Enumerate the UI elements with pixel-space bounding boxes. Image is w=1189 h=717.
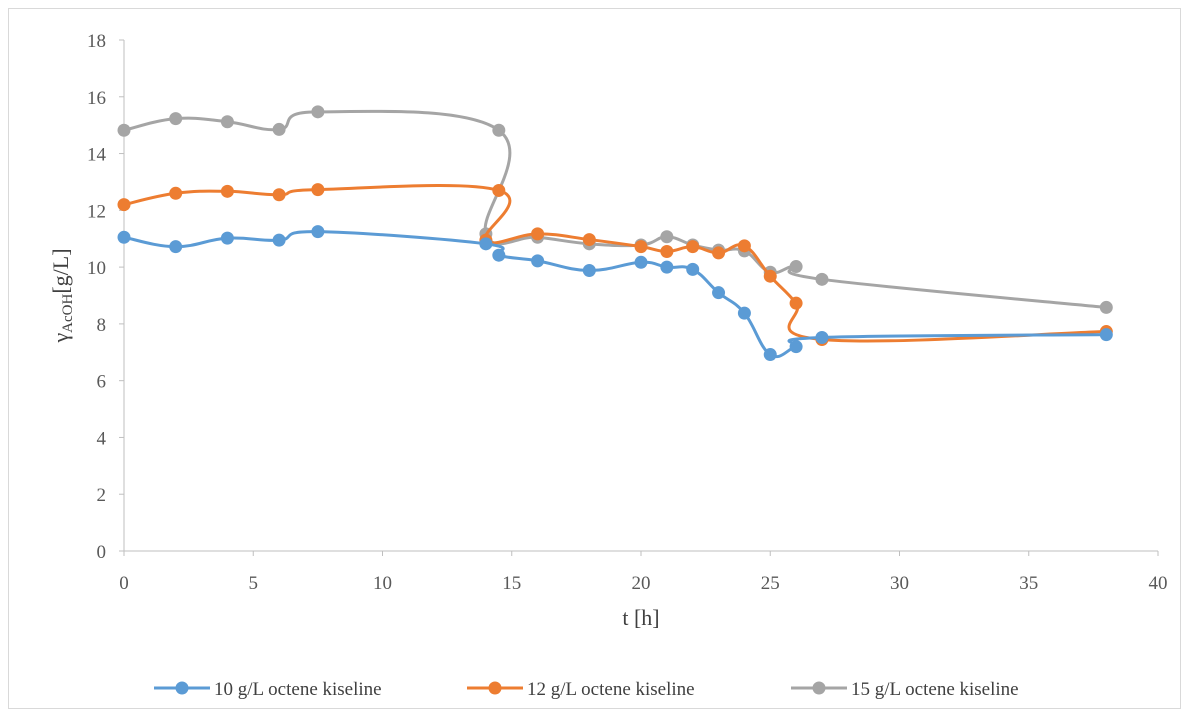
data-point <box>117 123 131 137</box>
data-point <box>1099 328 1113 342</box>
data-point <box>492 123 506 137</box>
svg-text:γAcOH[g/L]: γAcOH[g/L] <box>48 248 76 343</box>
data-point <box>634 255 648 269</box>
legend-swatch-marker <box>488 681 502 695</box>
x-axis-title: t [h] <box>622 605 659 630</box>
x-tick-label: 15 <box>502 573 521 594</box>
y-tick-label: 14 <box>87 145 107 166</box>
data-point <box>311 105 325 119</box>
legend: 10 g/L octene kiseline 12 g/L octene kise… <box>154 679 1019 700</box>
data-point <box>634 240 648 254</box>
x-tick-label: 40 <box>1149 573 1168 594</box>
x-tick-label: 0 <box>119 573 129 594</box>
data-point <box>737 239 751 253</box>
y-tick-label: 8 <box>97 315 107 336</box>
data-point <box>531 254 545 268</box>
y-tick-label: 6 <box>97 372 107 393</box>
data-point <box>737 306 751 320</box>
legend-label: 15 g/L octene kiseline <box>851 679 1019 700</box>
legend-label: 12 g/L octene kiseline <box>527 679 695 700</box>
x-tick-label: 25 <box>761 573 780 594</box>
legend-item-3: 15 g/L octene kiseline <box>791 679 1019 700</box>
data-point <box>220 184 234 198</box>
data-point <box>660 244 674 258</box>
legend-item-2: 12 g/L octene kiseline <box>467 679 695 700</box>
x-tick-label: 30 <box>890 573 909 594</box>
data-point <box>582 264 596 278</box>
series-3 <box>117 105 1113 314</box>
data-point <box>311 183 325 197</box>
data-point <box>582 233 596 247</box>
chart-frame <box>8 8 1181 709</box>
data-point <box>1099 300 1113 314</box>
y-axis-title-symbol: γ <box>48 333 73 344</box>
data-point <box>117 198 131 212</box>
data-point <box>712 246 726 260</box>
data-point <box>686 262 700 276</box>
y-tick-label: 4 <box>97 428 107 449</box>
data-point <box>272 188 286 202</box>
x-tick-label: 20 <box>632 573 651 594</box>
data-point <box>220 115 234 129</box>
data-point <box>815 331 829 345</box>
legend-label: 10 g/L octene kiseline <box>214 679 382 700</box>
data-point <box>272 233 286 247</box>
data-point <box>686 240 700 254</box>
axes: 0 2 4 6 8 10 12 14 16 18 0 5 10 15 20 25 30 35 40 <box>87 31 1168 594</box>
y-tick-label: 18 <box>87 31 106 52</box>
data-point <box>311 225 325 239</box>
data-point <box>815 272 829 286</box>
x-tick-label: 10 <box>373 573 392 594</box>
data-point <box>492 248 506 262</box>
data-point <box>531 227 545 241</box>
data-point <box>220 231 234 245</box>
series-line <box>122 109 1108 309</box>
x-tick-label: 5 <box>249 573 259 594</box>
data-point <box>660 230 674 244</box>
data-point <box>789 260 803 274</box>
legend-swatch-marker <box>175 681 189 695</box>
data-point <box>789 296 803 310</box>
y-axis-title: γAcOH[g/L] <box>48 248 76 343</box>
data-point <box>763 348 777 362</box>
data-point <box>479 237 493 251</box>
x-tick-label: 35 <box>1019 573 1038 594</box>
y-axis-title-subscript: AcOH <box>60 293 76 332</box>
data-point <box>117 230 131 244</box>
data-point <box>712 286 726 300</box>
data-point <box>763 269 777 283</box>
y-tick-label: 12 <box>87 201 106 222</box>
series-2 <box>117 183 1113 347</box>
series-1 <box>117 225 1113 362</box>
data-point <box>169 112 183 126</box>
series-line <box>122 184 1108 343</box>
data-point <box>272 122 286 136</box>
data-point <box>789 340 803 354</box>
data-point <box>492 183 506 197</box>
y-tick-label: 10 <box>87 258 106 279</box>
data-point <box>169 240 183 254</box>
series-layer <box>117 105 1113 362</box>
y-tick-label: 0 <box>97 542 107 563</box>
legend-swatch-marker <box>812 681 826 695</box>
y-tick-label: 2 <box>97 485 107 506</box>
legend-item-1: 10 g/L octene kiseline <box>154 679 382 700</box>
data-point <box>660 260 674 274</box>
data-point <box>169 186 183 200</box>
y-tick-label: 16 <box>87 88 106 109</box>
y-axis-title-unit: [g/L] <box>48 248 73 293</box>
